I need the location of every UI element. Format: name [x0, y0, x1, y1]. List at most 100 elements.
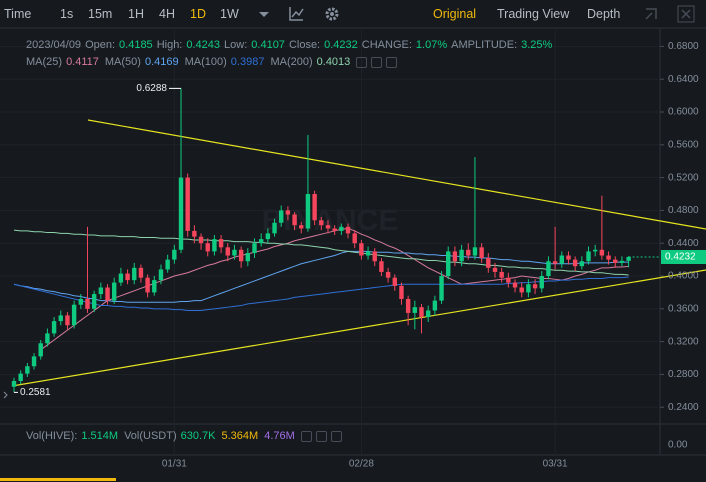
candle-body: [506, 277, 511, 283]
candle-body: [412, 307, 418, 313]
y-tick-label: 0.2400: [668, 402, 699, 413]
close-icon[interactable]: [677, 5, 695, 23]
volume-value: 1.514M: [81, 430, 119, 442]
candle-body: [332, 228, 337, 231]
candle-body: [225, 247, 230, 256]
min-price-label: 0.2581: [20, 387, 51, 398]
candle-body: [292, 214, 297, 226]
candle-body: [619, 260, 625, 263]
candle-body: [526, 284, 531, 293]
interval-button[interactable]: 4H: [159, 7, 175, 21]
candle-body: [38, 343, 43, 357]
legend-icon[interactable]: [330, 430, 342, 442]
volume-legend: Vol(HIVE): 1.514M Vol(USDT) 630.7K 5.364M 4.7…: [26, 430, 346, 442]
trendline-lower: [11, 269, 706, 387]
interval-button[interactable]: 15m: [88, 7, 113, 21]
interval-button: Time: [4, 7, 32, 21]
candle-body: [192, 230, 197, 237]
candle-body: [18, 373, 23, 381]
toolbar: Time 1s 15m 1H 4H 1D 1W Original Trading View Dep…: [0, 0, 706, 28]
candle-body: [132, 267, 137, 281]
volume-axis-label: 0.00: [668, 440, 688, 451]
info-label: Low:: [224, 39, 248, 51]
interval-button[interactable]: 1s: [60, 7, 74, 21]
indicator-icon[interactable]: [289, 7, 304, 21]
candle-body: [579, 261, 585, 267]
candle-body: [112, 282, 117, 301]
close-icon-cross: [681, 9, 691, 19]
candle-body: [499, 271, 504, 278]
candle-body: [265, 233, 271, 240]
interval-button[interactable]: 1D: [190, 7, 206, 21]
last-price-label: 0.4232: [665, 252, 696, 263]
info-date: 2023/04/09: [26, 39, 82, 51]
candle-body: [566, 255, 571, 260]
candle-body: [472, 247, 478, 256]
plot: 0.6288 0.2581: [11, 83, 660, 398]
view-tab[interactable]: Original: [433, 7, 477, 21]
candle-body: [78, 298, 84, 305]
volume-label: Vol(HIVE):: [26, 430, 78, 442]
trendline-upper: [87, 119, 706, 230]
candle-body: [345, 226, 351, 234]
interval-button[interactable]: 1H: [128, 7, 144, 21]
candle-body: [212, 239, 217, 252]
view-tab[interactable]: Trading View: [497, 7, 570, 21]
candle-body: [232, 249, 237, 256]
legend-icon[interactable]: [356, 56, 368, 68]
volume-label: Vol(USDT): [124, 430, 177, 442]
y-tick-label: 0.4000: [668, 271, 699, 282]
candle-body: [11, 380, 17, 387]
candle-body: [58, 315, 63, 322]
ma-name: MA(100): [184, 56, 227, 68]
y-tick-label: 0.5600: [668, 139, 699, 150]
legend-icon[interactable]: [300, 430, 312, 442]
candle-body: [419, 307, 424, 318]
expand-icon[interactable]: [645, 8, 657, 20]
candle-body: [492, 267, 498, 272]
info-label: Close:: [288, 39, 321, 51]
candle-body: [512, 282, 518, 288]
candle-body: [25, 366, 30, 374]
candle-body: [613, 259, 618, 263]
candle-body: [91, 294, 97, 309]
candle-body: [546, 261, 551, 277]
volume-value: 630.7K: [180, 430, 216, 442]
y-tick-label: 0.6800: [668, 41, 699, 52]
info-value: 1.07%: [415, 39, 448, 51]
dropdown-icon[interactable]: [259, 12, 269, 17]
candle-body: [486, 257, 491, 268]
candle-body: [31, 356, 37, 367]
candle-body: [238, 249, 244, 262]
last-price-box: [661, 249, 706, 264]
view-tab[interactable]: Depth: [587, 7, 621, 21]
y-tick-label: 0.6000: [668, 107, 699, 118]
candle-body: [252, 243, 257, 254]
legend-icon[interactable]: [386, 56, 398, 68]
ma-legend: MA(25) 0.4117 MA(50) 0.4169 MA(100) 0.3987 MA(…: [26, 56, 401, 68]
settings-icon-center: [330, 12, 334, 16]
scroll-arrow[interactable]: [3, 391, 8, 399]
interval-button[interactable]: 1W: [220, 7, 239, 21]
y-tick-label: 0.5200: [668, 172, 699, 183]
candle-body: [572, 259, 578, 267]
info-value: 0.4185: [119, 39, 153, 51]
volume-value: 4.76M: [264, 430, 295, 442]
candle-body: [185, 177, 190, 231]
settings-icon[interactable]: [325, 7, 339, 21]
candle-body: [425, 310, 431, 318]
x-tick-label: 03/31: [543, 459, 568, 470]
legend-icon[interactable]: [315, 430, 327, 442]
y-tick-label: 0.6400: [668, 74, 699, 85]
candle-body: [359, 243, 364, 256]
candle-body: [45, 333, 50, 344]
candle-body: [405, 298, 411, 313]
candle-body: [586, 251, 591, 262]
candle-body: [399, 285, 404, 299]
ma-line: [13, 250, 629, 303]
legend-icon[interactable]: [371, 56, 383, 68]
ma-line: [13, 276, 629, 311]
candle-body: [606, 255, 611, 260]
candle-body: [339, 226, 344, 231]
info-value: 3.25%: [521, 39, 553, 51]
